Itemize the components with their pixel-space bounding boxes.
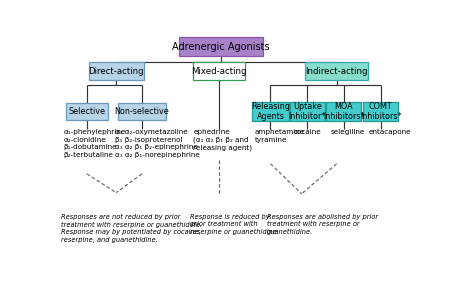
Text: Selective: Selective — [68, 107, 105, 116]
Text: ephedrine
(α₁ α₂ β₁ β₂ and
releasing agent): ephedrine (α₁ α₂ β₁ β₂ and releasing age… — [193, 129, 252, 151]
Text: COMT
Inhibitors*: COMT Inhibitors* — [360, 102, 401, 121]
FancyBboxPatch shape — [89, 62, 144, 80]
Text: Uptake
Inhibitor*: Uptake Inhibitor* — [289, 102, 326, 121]
FancyBboxPatch shape — [193, 62, 245, 80]
FancyBboxPatch shape — [327, 102, 361, 121]
FancyBboxPatch shape — [118, 103, 166, 120]
Text: Responses are abolished by prior
treatment with reserpine or
guanethidine.: Responses are abolished by prior treatme… — [267, 214, 378, 235]
Text: amphetamine
tyramine: amphetamine tyramine — [255, 129, 305, 143]
Text: Adrenergic Agonists: Adrenergic Agonists — [172, 42, 270, 52]
Text: Responses are not reduced by prior
treatment with reserpine or guanethidine.
Res: Responses are not reduced by prior treat… — [61, 214, 202, 243]
FancyBboxPatch shape — [363, 102, 398, 121]
FancyBboxPatch shape — [305, 62, 368, 80]
Text: Response is reduced by
prior treatment with
reserpine or guanethidine.: Response is reduced by prior treatment w… — [190, 214, 279, 235]
FancyBboxPatch shape — [252, 102, 289, 121]
Text: α₁-phenylephrine
α₂-clonidine
β₁-dobutamine
β₂-terbutaline: α₁-phenylephrine α₂-clonidine β₁-dobutam… — [64, 129, 126, 158]
Text: entacapone: entacapone — [369, 129, 411, 135]
FancyBboxPatch shape — [179, 38, 263, 56]
Text: Direct-acting: Direct-acting — [88, 67, 144, 76]
FancyBboxPatch shape — [66, 103, 108, 120]
Text: MOA
Inhibitors*: MOA Inhibitors* — [323, 102, 365, 121]
Text: Non-selective: Non-selective — [115, 107, 169, 116]
Text: Indirect-acting: Indirect-acting — [305, 67, 368, 76]
Text: Releasing
Agents: Releasing Agents — [251, 102, 290, 121]
Text: selegiline: selegiline — [330, 129, 365, 135]
Text: cocaine: cocaine — [293, 129, 321, 135]
Text: α₁ α₂-oxymetazoline
β₁ β₂-isoproterenol
α₁ α₂ β₁ β₂-epinephrine
α₁ α₂ β₁-norepin: α₁ α₂-oxymetazoline β₁ β₂-isoproterenol … — [116, 129, 201, 158]
FancyBboxPatch shape — [290, 102, 325, 121]
Text: Mixed-acting: Mixed-acting — [191, 67, 247, 76]
